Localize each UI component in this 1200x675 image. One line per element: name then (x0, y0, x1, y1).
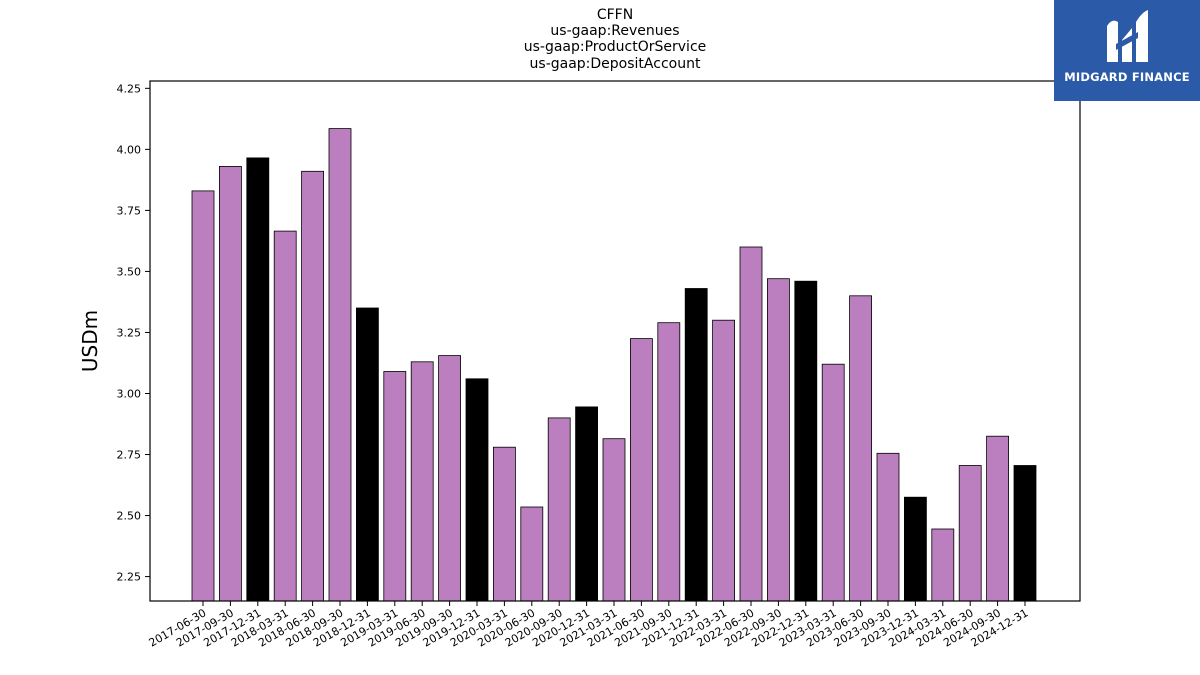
chart-title-line-3: us-gaap:ProductOrService (523, 39, 707, 55)
bar-2020-03-31 (492, 446, 516, 602)
bar-2017-06-30 (191, 190, 215, 602)
bar-2024-06-30 (958, 465, 982, 602)
bar-2023-12-31 (904, 496, 927, 602)
bar-2022-09-30 (767, 278, 790, 602)
bar-2023-06-30 (849, 295, 872, 602)
bar-2018-12-31 (355, 307, 379, 602)
bar-2021-06-30 (630, 338, 653, 602)
y-tick-label: 2.25 (117, 571, 142, 584)
bar-2024-09-30 (986, 435, 1009, 602)
bar-2017-12-31 (246, 157, 270, 602)
bar-2020-06-30 (520, 506, 544, 602)
plot-frame (149, 80, 1081, 602)
bar-2022-12-31 (794, 280, 818, 602)
midgard-logo-icon (1107, 10, 1148, 63)
bar-2018-09-30 (328, 128, 352, 602)
bars-group (191, 128, 1037, 602)
bar-2019-12-31 (465, 378, 489, 602)
bar-2019-03-31 (383, 371, 407, 602)
bar-2021-09-30 (657, 322, 681, 602)
chart-title-line-4: us-gaap:DepositAccount (529, 56, 701, 72)
y-tick-label: 2.50 (117, 510, 142, 523)
y-tick-label: 2.75 (117, 449, 142, 462)
chart-title-line-1: CFFN (596, 7, 634, 23)
x-axis: 2017-06-302017-09-302017-12-312018-03-31… (147, 601, 1031, 650)
y-tick-label: 3.25 (117, 326, 142, 339)
y-tick-label: 3.75 (117, 204, 142, 217)
y-axis-label: USDm (78, 310, 102, 372)
bar-2023-09-30 (876, 452, 900, 602)
bar-2020-12-31 (575, 406, 598, 602)
bar-2024-03-31 (931, 528, 955, 602)
bar-2017-09-30 (218, 165, 242, 602)
midgard-finance-logo: MIDGARD FINANCE (1054, 0, 1200, 101)
bar-2019-09-30 (438, 355, 462, 602)
y-tick-label: 3.00 (117, 387, 142, 400)
y-axis: 2.25 2.50 2.75 3.00 3.25 3.50 3.75 4.00 4.25 (117, 82, 150, 584)
bar-2021-12-31 (684, 288, 708, 602)
bar-2021-03-31 (602, 438, 626, 602)
bar-2019-06-30 (410, 361, 434, 602)
bar-2022-03-31 (712, 319, 735, 602)
bar-2018-03-31 (273, 230, 297, 602)
y-tick-label: 4.25 (117, 82, 142, 95)
y-tick-label: 3.50 (117, 265, 142, 278)
bar-2020-09-30 (547, 417, 571, 602)
logo-text: MIDGARD FINANCE (1064, 70, 1190, 84)
bar-2022-06-30 (739, 246, 763, 602)
bar-2018-06-30 (301, 170, 325, 602)
y-tick-label: 4.00 (117, 143, 142, 156)
bar-2024-12-31 (1013, 465, 1037, 602)
chart-title-line-2: us-gaap:Revenues (550, 23, 680, 39)
bar-2023-03-31 (821, 363, 845, 602)
